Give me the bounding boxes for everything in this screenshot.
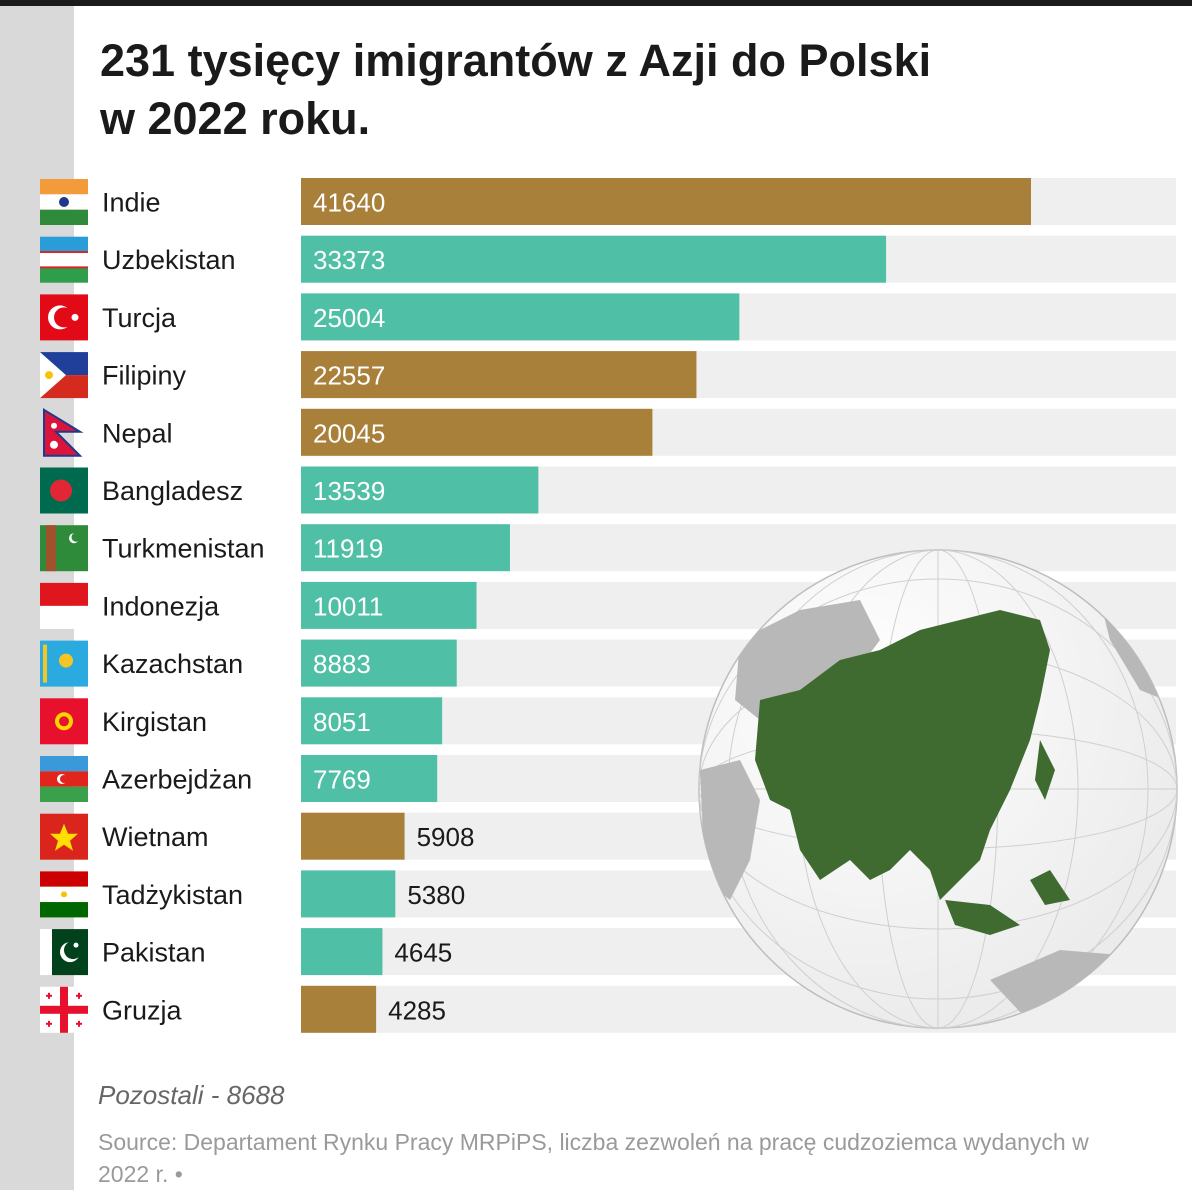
- vietnam-flag-icon: [40, 813, 88, 860]
- bar-indie: [301, 178, 1031, 225]
- bar-turkmenistan: [301, 524, 510, 572]
- category-label: Indie: [102, 188, 161, 218]
- value-label: 4285: [388, 995, 446, 1025]
- turkey-flag-icon: [40, 294, 88, 341]
- value-label: 20045: [313, 418, 385, 448]
- category-label: Nepal: [102, 418, 173, 448]
- bar-turcja: [301, 293, 740, 341]
- value-label: 7769: [313, 765, 371, 795]
- value-label: 10011: [313, 591, 383, 621]
- others-note: Pozostali - 8688: [98, 1080, 285, 1110]
- category-label: Turcja: [102, 303, 177, 333]
- category-label: Wietnam: [102, 822, 209, 852]
- bar-kazachstan: [301, 639, 457, 687]
- value-label: 5380: [407, 880, 465, 910]
- value-label: 33373: [313, 245, 385, 275]
- value-label: 5908: [417, 822, 475, 852]
- kazakhstan-flag-icon: [40, 640, 88, 687]
- category-label: Pakistan: [102, 938, 206, 968]
- turkmenistan-flag-icon: [40, 525, 88, 572]
- bangladesh-flag-icon: [40, 467, 88, 514]
- value-label: 8883: [313, 649, 371, 679]
- indonesia-flag-icon: [40, 582, 88, 629]
- philippines-flag-icon: [40, 352, 88, 399]
- category-label: Gruzja: [102, 995, 183, 1025]
- value-label: 13539: [313, 476, 385, 506]
- category-label: Azerbejdżan: [102, 765, 252, 795]
- chart-title: 231 tysięcy imigrantów z Azji do Polski …: [100, 35, 932, 144]
- bar-uzbekistan: [301, 235, 887, 283]
- bar-nepal: [301, 408, 653, 456]
- kyrgyzstan-flag-icon: [40, 698, 88, 745]
- category-label: Kirgistan: [102, 707, 207, 737]
- value-label: 11919: [313, 534, 383, 564]
- category-label: Kazachstan: [102, 649, 243, 679]
- uzbekistan-flag-icon: [40, 236, 88, 283]
- category-label: Uzbekistan: [102, 245, 236, 275]
- value-label: 4645: [394, 938, 452, 968]
- bar-pakistan: [301, 928, 383, 976]
- bar-gruzja: [301, 985, 377, 1033]
- india-flag-icon: [40, 179, 88, 225]
- bar-indonezja: [301, 581, 477, 629]
- category-label: Turkmenistan: [102, 534, 265, 564]
- bar-tadżykistan: [301, 870, 396, 918]
- source-text: Source: Departament Rynku Pracy MRPiPS, …: [98, 1129, 1089, 1187]
- value-label: 8051: [313, 707, 371, 737]
- azerbaijan-flag-icon: [40, 756, 88, 802]
- bar-wietnam: [301, 812, 405, 860]
- bar-bangladesz: [301, 466, 539, 514]
- category-label: Indonezja: [102, 591, 220, 621]
- tajikistan-flag-icon: [40, 871, 88, 918]
- category-label: Filipiny: [102, 361, 187, 391]
- value-label: 25004: [313, 303, 385, 333]
- bar-azerbejdżan: [301, 755, 438, 802]
- pakistan-flag-icon: [40, 929, 88, 976]
- category-label: Tadżykistan: [102, 880, 243, 910]
- georgia-flag-icon: [40, 986, 88, 1033]
- bar-filipiny: [301, 351, 697, 399]
- top-border: [0, 0, 1192, 6]
- nepal-flag-icon: [43, 408, 84, 457]
- value-label: 41640: [313, 188, 385, 218]
- bar-kirgistan: [301, 697, 443, 745]
- category-label: Bangladesz: [102, 476, 243, 506]
- value-label: 22557: [313, 361, 385, 391]
